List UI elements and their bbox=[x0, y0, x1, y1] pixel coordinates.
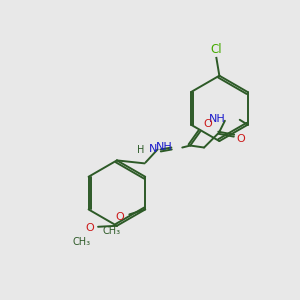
Text: N: N bbox=[149, 143, 158, 154]
Text: O: O bbox=[237, 134, 245, 144]
Text: NH: NH bbox=[156, 142, 172, 152]
Text: Cl: Cl bbox=[211, 43, 222, 56]
Text: H: H bbox=[137, 146, 144, 155]
Text: CH₃: CH₃ bbox=[72, 237, 90, 247]
Text: NH: NH bbox=[209, 114, 226, 124]
Text: O: O bbox=[203, 119, 212, 129]
Text: CH₃: CH₃ bbox=[103, 226, 121, 236]
Text: O: O bbox=[116, 212, 124, 222]
Text: O: O bbox=[85, 223, 94, 233]
